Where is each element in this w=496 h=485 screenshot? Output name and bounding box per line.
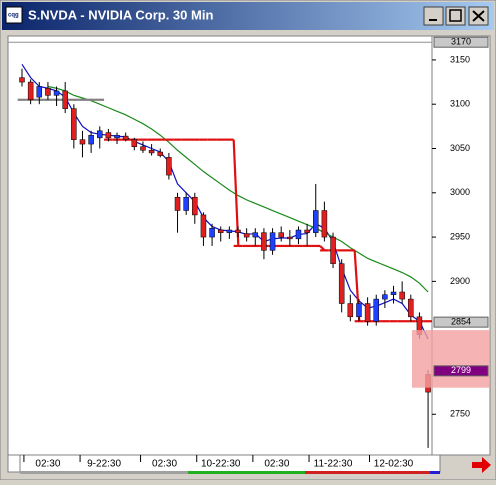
session-bar	[188, 471, 305, 474]
y-tick-label: 3150	[450, 54, 470, 64]
candle-body	[27, 81, 34, 101]
candle-body	[114, 134, 120, 139]
x-tick-label: 02:30	[264, 459, 289, 470]
candle-body	[209, 227, 215, 238]
session-bar	[430, 471, 440, 474]
candle-body	[217, 229, 224, 233]
app-icon	[5, 6, 23, 24]
candle-body	[36, 86, 43, 98]
candle-body	[252, 232, 259, 238]
candle-body	[200, 214, 207, 238]
candle-body	[373, 298, 379, 322]
x-tick-label: 02:30	[152, 459, 177, 470]
candle-body	[382, 294, 388, 300]
plot-area	[7, 35, 433, 456]
app-icon-glyph: cqg	[8, 13, 19, 19]
price-zone	[412, 330, 490, 388]
scroll-arrow[interactable]	[472, 457, 491, 473]
y-tick-label: 2900	[450, 276, 470, 286]
session-bar	[305, 471, 430, 474]
candle-body	[278, 232, 284, 238]
window-buttons	[423, 6, 489, 26]
candle-body	[192, 196, 198, 216]
candle-body	[313, 210, 319, 233]
candle-body	[304, 229, 310, 233]
candle-body	[338, 263, 345, 304]
candle-body	[321, 210, 328, 238]
candle-body	[53, 90, 60, 96]
price-marker-label: 2799	[451, 365, 471, 375]
price-marker	[433, 365, 489, 377]
price-marker	[433, 36, 489, 48]
price-marker-label: 2854	[451, 316, 471, 326]
corner-box	[7, 454, 21, 473]
x-tick-label: 10-22:30	[201, 459, 241, 470]
x-tick-label: 11-22:30	[314, 459, 353, 470]
plot	[8, 41, 432, 448]
candle-body	[19, 77, 25, 83]
price-marker-label: 3170	[451, 37, 471, 47]
candle-body	[122, 135, 129, 140]
candle-body	[79, 139, 86, 145]
candle-body	[183, 196, 189, 211]
candle-body	[330, 236, 336, 264]
candle-body	[261, 232, 267, 251]
candle-body	[148, 150, 155, 154]
x-tick-label: 12-02:30	[374, 459, 414, 470]
candle-body	[174, 196, 181, 211]
candle-body	[131, 139, 138, 147]
candle-body	[97, 130, 103, 139]
candle-body	[356, 303, 362, 318]
moving-average	[21, 64, 429, 340]
candle-body	[408, 298, 414, 318]
session-bar	[20, 471, 188, 474]
minimize-button[interactable]	[423, 6, 444, 26]
candle-body	[157, 151, 163, 156]
candle-body	[235, 229, 241, 233]
y-tick-label: 3100	[450, 99, 470, 109]
price-marker	[433, 316, 489, 328]
x-tick-label: 02:30	[35, 459, 60, 470]
y-tick-label: 3000	[450, 187, 470, 197]
candle-body	[243, 233, 250, 238]
candle-body	[287, 236, 293, 240]
candle-body	[295, 229, 302, 240]
candle-body	[226, 229, 233, 233]
candle-body	[399, 291, 405, 300]
candle-body	[88, 134, 94, 145]
candle-body	[62, 90, 68, 109]
moving-average	[47, 85, 429, 293]
window-title: S.NVDA - NVIDIA Corp. 30 Min	[28, 7, 213, 22]
candle-body	[269, 232, 276, 251]
maximize-glyph	[449, 9, 462, 22]
candle-body	[390, 291, 397, 295]
candle-body	[45, 88, 51, 96]
title-bar	[2, 2, 494, 30]
candle-body	[71, 108, 77, 140]
candle-body	[140, 146, 146, 151]
candle-body	[364, 303, 371, 322]
y-tick-label: 2950	[450, 231, 470, 241]
close-glyph	[472, 10, 485, 22]
x-tick-label: 9-22:30	[87, 459, 121, 470]
y-tick-label: 2750	[450, 409, 470, 419]
candle-body	[166, 157, 172, 176]
y-tick-label: 3050	[450, 143, 470, 153]
candle-body	[105, 132, 112, 139]
candle-body	[347, 303, 354, 318]
